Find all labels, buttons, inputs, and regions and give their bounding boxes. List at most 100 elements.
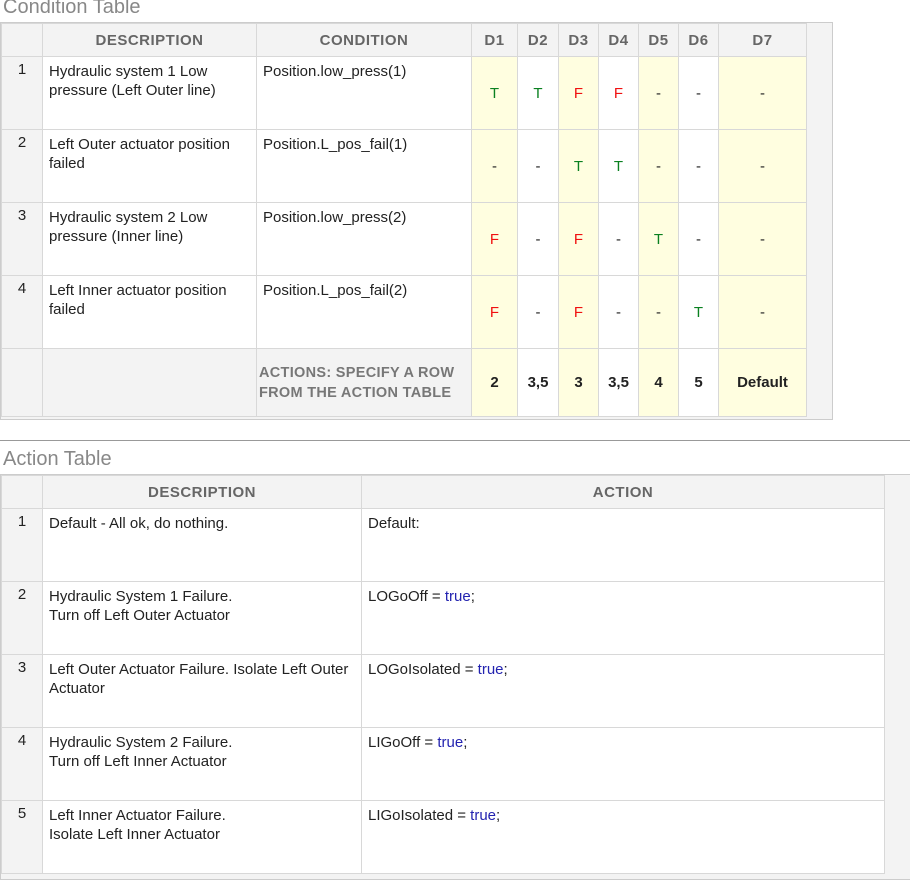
action-description[interactable]: Left Inner Actuator Failure. Isolate Lef… bbox=[42, 800, 362, 874]
action-description[interactable]: Hydraulic System 2 Failure. Turn off Lef… bbox=[42, 727, 362, 801]
action-row: 3 Left Outer Actuator Failure. Isolate Le… bbox=[1, 654, 885, 728]
action-description[interactable]: Hydraulic System 1 Failure. Turn off Lef… bbox=[42, 581, 362, 655]
decision-cell[interactable]: F bbox=[558, 202, 599, 276]
decision-cell[interactable]: - bbox=[598, 275, 639, 349]
condition-expression[interactable]: Position.L_pos_fail(1) bbox=[256, 129, 472, 203]
decision-header-d7[interactable]: D7 bbox=[718, 23, 807, 57]
row-number: 3 bbox=[1, 202, 43, 276]
decision-cell[interactable]: - bbox=[471, 129, 518, 203]
description-header: DESCRIPTION bbox=[42, 23, 257, 57]
action-cell[interactable]: 2 bbox=[471, 348, 518, 417]
action-semicolon: ; bbox=[463, 734, 468, 751]
row-number: 3 bbox=[1, 654, 43, 728]
decision-cell[interactable]: - bbox=[718, 56, 807, 130]
condition-description[interactable]: Hydraulic system 1 Low pressure (Left Ou… bbox=[42, 56, 257, 130]
action-code[interactable]: Default: bbox=[361, 508, 885, 582]
action-code[interactable]: LIGoIsolated = true; bbox=[361, 800, 885, 874]
condition-table: DESCRIPTION CONDITION D1 D2 D3 D4 D5 D6 D7 1 Hydr… bbox=[0, 22, 833, 420]
decision-header-d6[interactable]: D6 bbox=[678, 23, 719, 57]
decision-header-d4[interactable]: D4 bbox=[598, 23, 639, 57]
action-row: 5 Left Inner Actuator Failure. Isolate Le… bbox=[1, 800, 885, 874]
row-number: 1 bbox=[1, 508, 43, 582]
row-number bbox=[1, 348, 43, 417]
action-variable: LOGoIsolated = bbox=[368, 661, 478, 678]
action-keyword: true bbox=[444, 588, 471, 605]
action-cell[interactable]: 3,5 bbox=[517, 348, 559, 417]
action-row: 4 Hydraulic System 2 Failure. Turn off Le… bbox=[1, 727, 885, 801]
decision-cell[interactable]: - bbox=[517, 275, 559, 349]
condition-description[interactable]: Left Outer actuator position failed bbox=[42, 129, 257, 203]
condition-row: 1 Hydraulic system 1 Low pressure (Left O… bbox=[1, 56, 807, 130]
row-number: 5 bbox=[1, 800, 43, 874]
decision-cell[interactable]: F bbox=[471, 275, 518, 349]
condition-expression[interactable]: Position.low_press(2) bbox=[256, 202, 472, 276]
action-table: DESCRIPTION ACTION 1 Default - All ok, do … bbox=[0, 474, 910, 880]
row-number: 4 bbox=[1, 727, 43, 801]
action-cell[interactable]: 5 bbox=[678, 348, 719, 417]
action-cell[interactable]: 3 bbox=[558, 348, 599, 417]
action-variable: LIGoIsolated = bbox=[368, 807, 471, 824]
decision-cell[interactable]: F bbox=[558, 275, 599, 349]
actions-row: ACTIONS: SPECIFY A ROW FROM THE ACTION T… bbox=[1, 348, 807, 417]
action-cell[interactable]: 3,5 bbox=[598, 348, 639, 417]
action-code[interactable]: LOGoIsolated = true; bbox=[361, 654, 885, 728]
decision-cell[interactable]: T bbox=[517, 56, 559, 130]
decision-cell[interactable]: - bbox=[517, 202, 559, 276]
condition-description[interactable]: Hydraulic system 2 Low pressure (Inner l… bbox=[42, 202, 257, 276]
decision-cell[interactable]: F bbox=[471, 202, 518, 276]
decision-header-d5[interactable]: D5 bbox=[638, 23, 679, 57]
action-keyword: true bbox=[437, 734, 464, 751]
condition-description[interactable]: Left Inner actuator position failed bbox=[42, 275, 257, 349]
decision-cell[interactable]: T bbox=[471, 56, 518, 130]
action-row: 1 Default - All ok, do nothing. Default: bbox=[1, 508, 885, 582]
row-number: 4 bbox=[1, 275, 43, 349]
action-code[interactable]: LOGoOff = true; bbox=[361, 581, 885, 655]
action-variable: LIGoOff = bbox=[368, 734, 438, 751]
action-row: 2 Hydraulic System 1 Failure. Turn off Le… bbox=[1, 581, 885, 655]
decision-cell[interactable]: - bbox=[718, 275, 807, 349]
decision-cell[interactable]: T bbox=[598, 129, 639, 203]
row-number-header bbox=[1, 23, 43, 57]
decision-header-d1[interactable]: D1 bbox=[471, 23, 518, 57]
action-header: ACTION bbox=[361, 475, 885, 509]
decision-cell[interactable]: - bbox=[638, 275, 679, 349]
row-number-header bbox=[1, 475, 43, 509]
action-cell[interactable]: Default bbox=[718, 348, 807, 417]
condition-expression[interactable]: Position.L_pos_fail(2) bbox=[256, 275, 472, 349]
actions-label: ACTIONS: SPECIFY A ROW FROM THE ACTION T… bbox=[256, 348, 472, 417]
action-description[interactable]: Default - All ok, do nothing. bbox=[42, 508, 362, 582]
decision-header-d2[interactable]: D2 bbox=[517, 23, 559, 57]
row-number: 1 bbox=[1, 56, 43, 130]
decision-header-d3[interactable]: D3 bbox=[558, 23, 599, 57]
action-keyword: true bbox=[470, 807, 497, 824]
action-semicolon: ; bbox=[496, 807, 501, 824]
decision-cell[interactable]: T bbox=[558, 129, 599, 203]
decision-cell[interactable]: - bbox=[638, 56, 679, 130]
decision-cell[interactable]: - bbox=[678, 56, 719, 130]
decision-cell[interactable]: T bbox=[678, 275, 719, 349]
decision-cell[interactable]: - bbox=[598, 202, 639, 276]
decision-cell[interactable]: - bbox=[718, 129, 807, 203]
action-semicolon: ; bbox=[470, 588, 475, 605]
action-table-title: Action Table bbox=[3, 448, 112, 470]
action-code[interactable]: LIGoOff = true; bbox=[361, 727, 885, 801]
decision-cell[interactable]: - bbox=[678, 129, 719, 203]
condition-row: 3 Hydraulic system 2 Low pressure (Inner … bbox=[1, 202, 807, 276]
action-semicolon: ; bbox=[503, 661, 508, 678]
decision-cell[interactable]: - bbox=[718, 202, 807, 276]
condition-expression[interactable]: Position.low_press(1) bbox=[256, 56, 472, 130]
decision-cell[interactable]: - bbox=[678, 202, 719, 276]
divider bbox=[0, 440, 910, 441]
condition-header: CONDITION bbox=[256, 23, 472, 57]
decision-cell[interactable]: F bbox=[558, 56, 599, 130]
decision-cell[interactable]: T bbox=[638, 202, 679, 276]
row-number: 2 bbox=[1, 581, 43, 655]
action-description[interactable]: Left Outer Actuator Failure. Isolate Lef… bbox=[42, 654, 362, 728]
action-variable: LOGoOff = bbox=[368, 588, 445, 605]
empty-cell bbox=[42, 348, 257, 417]
decision-cell[interactable]: F bbox=[598, 56, 639, 130]
row-number: 2 bbox=[1, 129, 43, 203]
decision-cell[interactable]: - bbox=[638, 129, 679, 203]
decision-cell[interactable]: - bbox=[517, 129, 559, 203]
action-cell[interactable]: 4 bbox=[638, 348, 679, 417]
